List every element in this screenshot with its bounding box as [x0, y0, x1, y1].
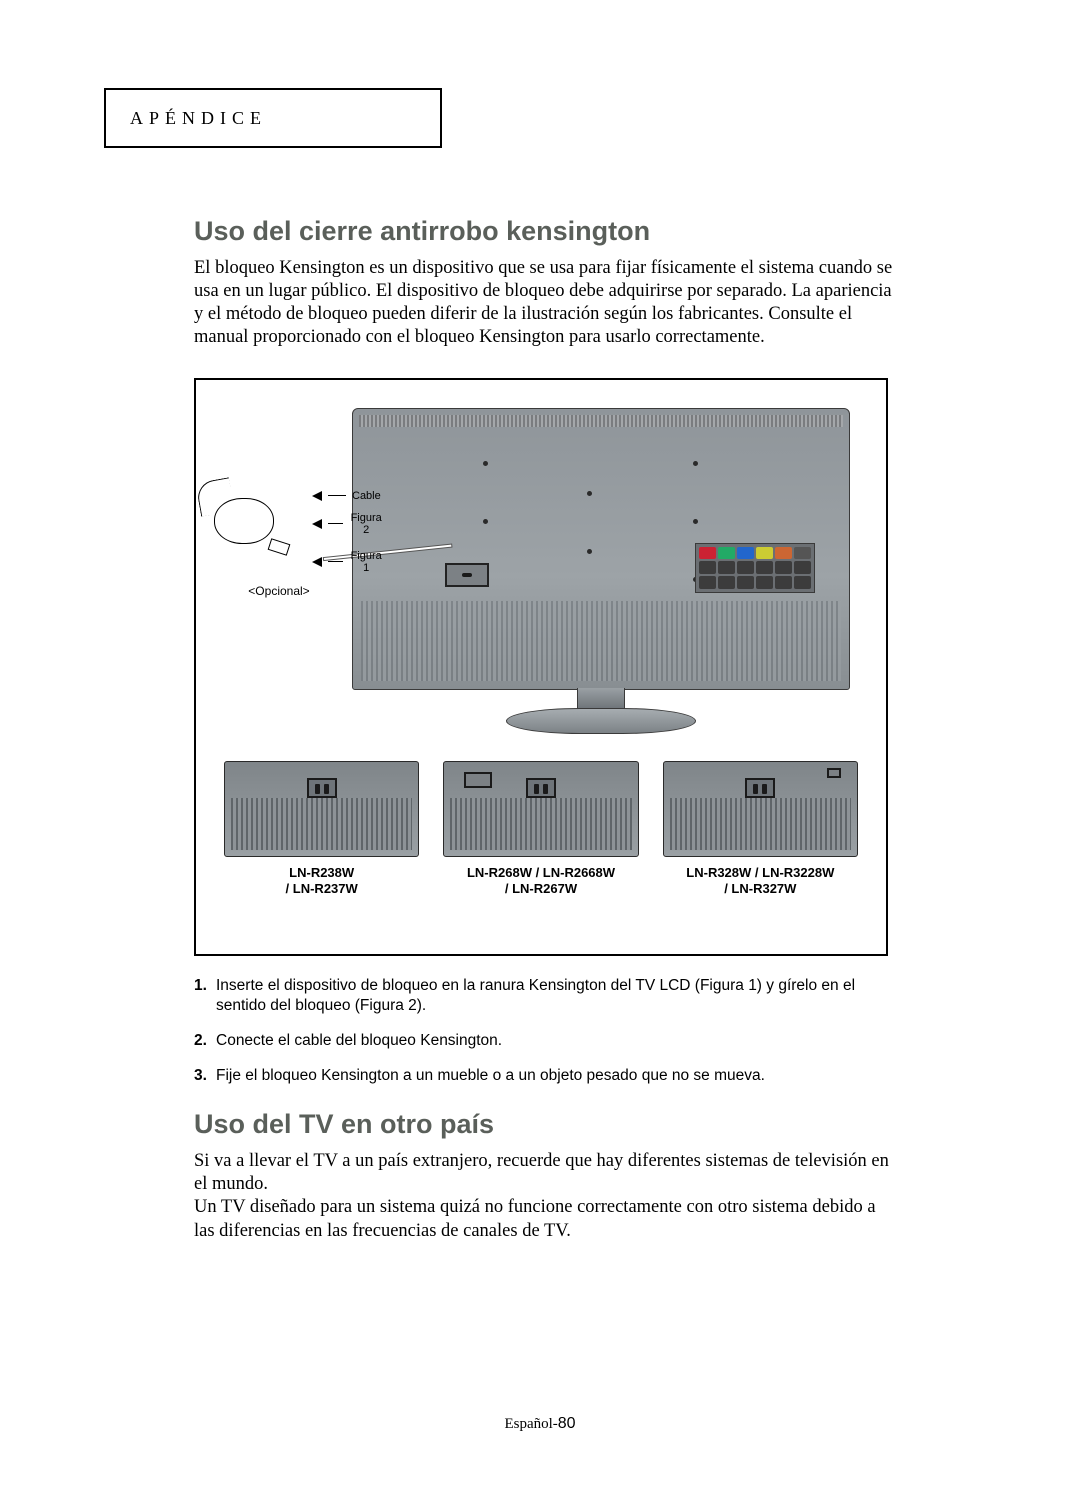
footer-lang: Español- — [504, 1416, 557, 1432]
figure-frame: Cable Figura 2 Figura 1 <Opcional> — [194, 378, 888, 956]
step-1: 1.Inserte el dispositivo de bloqueo en l… — [194, 976, 894, 1018]
model-a-line1: LN-R238W — [224, 865, 419, 881]
port-panel — [695, 543, 815, 593]
page-content: Uso del cierre antirrobo kensington El b… — [194, 216, 894, 1243]
detail-a: LN-R238W / LN-R237W — [224, 761, 419, 898]
appendix-label: APÉNDICE — [130, 108, 267, 129]
model-c-line1: LN-R328W / LN-R3228W — [663, 865, 858, 881]
tv-rear-illustration — [352, 408, 850, 734]
page-footer: Español-80 — [0, 1415, 1080, 1433]
callout-optional: <Opcional> — [208, 584, 350, 598]
model-a-line2: / LN-R237W — [224, 881, 419, 897]
callout-figura2: Figura 2 — [349, 512, 383, 536]
detail-c: LN-R328W / LN-R3228W / LN-R327W — [663, 761, 858, 898]
stand-base — [506, 708, 696, 734]
instruction-steps: 1.Inserte el dispositivo de bloqueo en l… — [194, 976, 894, 1088]
footer-page-number: 80 — [558, 1415, 576, 1432]
lock-tip-icon — [268, 538, 291, 556]
section1-body: El bloqueo Kensington es un dispositivo … — [194, 257, 894, 350]
model-b-line1: LN-R268W / LN-R2668W — [443, 865, 638, 881]
detail-row: LN-R238W / LN-R237W LN-R268W / LN-R2668W… — [224, 761, 858, 898]
callout-figura1: Figura 1 — [349, 550, 383, 574]
section2-title: Uso del TV en otro país — [194, 1109, 894, 1140]
appendix-header-box: APÉNDICE — [104, 88, 442, 148]
kensington-slot — [445, 563, 489, 587]
step-2: 2.Conecte el cable del bloqueo Kensingto… — [194, 1031, 894, 1052]
section1-title: Uso del cierre antirrobo kensington — [194, 216, 894, 247]
lock-callout: Cable Figura 2 Figura 1 <Opcional> — [208, 498, 350, 598]
section2-body: Si va a llevar el TV a un país extranjer… — [194, 1150, 894, 1243]
vent-strip — [361, 601, 841, 681]
stand-neck — [577, 688, 625, 710]
detail-b: LN-R268W / LN-R2668W / LN-R267W — [443, 761, 638, 898]
model-b-line2: / LN-R267W — [443, 881, 638, 897]
step-3: 3.Fije el bloqueo Kensington a un mueble… — [194, 1066, 894, 1087]
lock-body-icon — [214, 498, 274, 544]
callout-cable: Cable — [352, 490, 381, 502]
model-c-line2: / LN-R327W — [663, 881, 858, 897]
manual-page: APÉNDICE Uso del cierre antirrobo kensin… — [0, 0, 1080, 1487]
